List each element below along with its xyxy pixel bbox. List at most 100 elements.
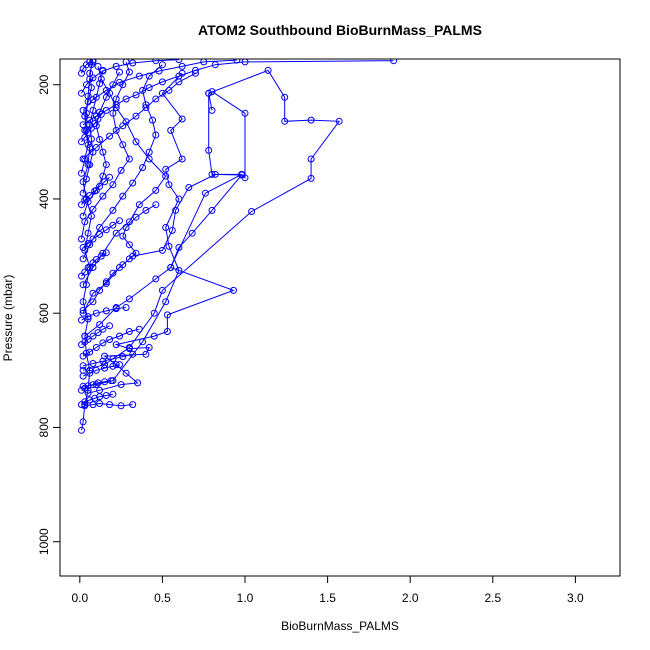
data-point (96, 136, 104, 143)
series-30 (78, 59, 97, 77)
data-point (109, 206, 117, 214)
data-point (238, 170, 246, 178)
data-point (158, 61, 166, 69)
data-point (102, 93, 110, 101)
data-point (122, 95, 130, 103)
series-22 (78, 390, 117, 409)
data-point (119, 192, 127, 200)
data-point (119, 261, 127, 269)
data-point (86, 69, 94, 77)
data-point (125, 218, 133, 226)
plot-frame (59, 58, 621, 577)
data-point (89, 205, 97, 213)
series-28 (78, 173, 114, 209)
data-point (106, 322, 114, 330)
series-line (82, 328, 140, 357)
series-line (81, 307, 127, 321)
data-point (149, 116, 156, 124)
data-point (99, 67, 107, 75)
data-point (129, 59, 137, 67)
x-tick-label: 1.0 (237, 591, 254, 605)
data-point (99, 325, 107, 333)
data-point (175, 266, 183, 274)
data-point (86, 121, 94, 129)
data-point (142, 104, 150, 112)
data-point (84, 313, 92, 321)
data-point (117, 166, 125, 174)
data-point (165, 86, 173, 94)
data-point (86, 59, 94, 66)
data-point (96, 230, 104, 238)
data-point (172, 206, 180, 214)
data-point (109, 390, 117, 398)
data-point (208, 88, 216, 96)
data-point (178, 62, 186, 70)
data-point (116, 68, 123, 76)
data-point (102, 106, 110, 114)
data-point (125, 328, 133, 335)
data-point (112, 62, 120, 70)
data-point (96, 400, 104, 407)
data-point (248, 208, 256, 215)
series-9 (79, 61, 166, 263)
y-axis-label: Pressure (mbar) (1, 275, 15, 362)
data-point (139, 164, 147, 171)
data-point (125, 255, 133, 263)
data-point (86, 192, 94, 199)
series-20 (78, 59, 183, 97)
y-tick-label: 200 (37, 74, 51, 94)
data-point (165, 181, 173, 189)
data-point (79, 298, 87, 306)
data-point (96, 393, 104, 401)
data-point (132, 249, 140, 257)
series-21 (79, 59, 241, 114)
data-point (112, 305, 120, 313)
series-line (82, 69, 341, 371)
data-point (78, 138, 85, 146)
data-point (92, 309, 100, 317)
data-point (84, 240, 92, 247)
data-point (94, 115, 102, 123)
data-point (92, 366, 100, 374)
data-point (119, 353, 127, 361)
series-26 (78, 249, 110, 280)
data-point (79, 306, 87, 314)
data-point (152, 131, 160, 139)
data-point (97, 110, 105, 118)
data-point (89, 401, 97, 409)
data-point (112, 229, 120, 237)
data-point (109, 362, 117, 370)
data-point (116, 78, 123, 86)
data-point (175, 72, 183, 80)
x-tick-label: 0.5 (154, 591, 171, 605)
data-point (150, 309, 158, 317)
series-layer (78, 59, 398, 434)
data-point (97, 252, 105, 260)
data-point (208, 106, 216, 114)
data-point (96, 321, 104, 329)
data-point (165, 242, 173, 250)
data-point (112, 126, 120, 134)
series-line (82, 71, 120, 217)
data-point (122, 224, 130, 231)
series-6 (81, 88, 249, 340)
data-point (106, 401, 114, 409)
series-14 (79, 69, 199, 163)
data-point (125, 344, 133, 351)
data-point (89, 74, 97, 82)
series-line (83, 72, 183, 387)
data-point (335, 117, 343, 125)
data-point (116, 217, 123, 225)
data-point (112, 101, 120, 109)
data-point (107, 377, 115, 385)
data-point (78, 316, 85, 324)
data-point (84, 315, 92, 323)
data-point (139, 86, 147, 94)
data-point (92, 256, 100, 263)
series-23 (78, 377, 115, 394)
series-line (82, 60, 394, 126)
data-point (117, 402, 125, 410)
data-point (152, 95, 160, 103)
data-point (79, 121, 87, 129)
series-16 (79, 350, 137, 370)
